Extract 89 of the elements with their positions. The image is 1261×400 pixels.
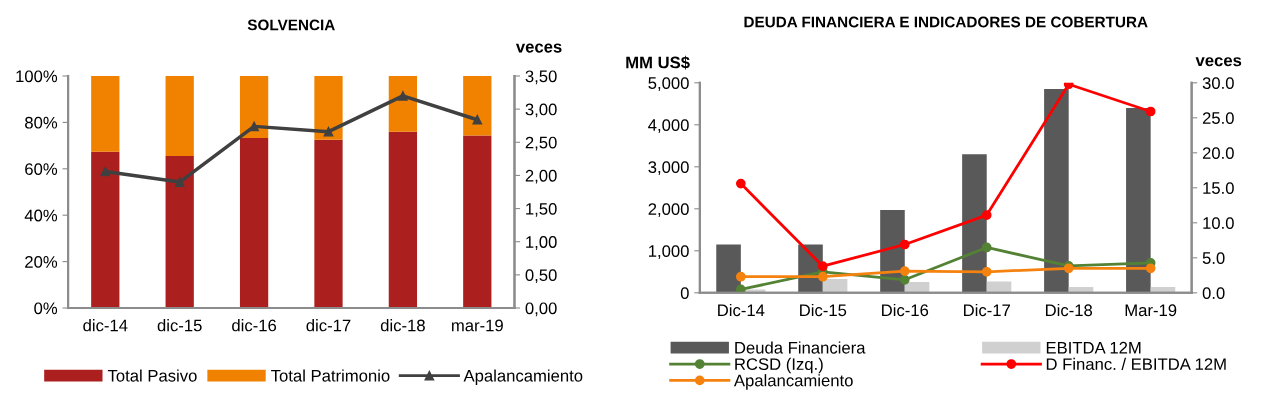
point <box>472 114 483 125</box>
legend-label: Total Pasivo <box>107 369 197 382</box>
bar <box>91 151 120 308</box>
legend-label: Apalancamiento <box>463 369 583 385</box>
bar <box>165 156 194 308</box>
point <box>817 271 828 282</box>
y2-tick-label: 0.0 <box>1202 287 1225 299</box>
bar <box>986 281 1012 293</box>
point <box>100 166 111 177</box>
y2-tick-label: 25.0 <box>1202 112 1234 124</box>
y2-axis-title: veces <box>515 43 562 53</box>
point <box>249 121 259 132</box>
legend-label: Total Patrimonio <box>271 369 390 382</box>
bar <box>463 135 492 308</box>
y2-tick-label: 15.0 <box>1203 182 1234 194</box>
point <box>398 91 408 101</box>
chart-title: DEUDA FINANCIERA E INDICADORES DE COBERTURA <box>744 16 1148 28</box>
y-tick-label: 5,000 <box>648 77 689 91</box>
point <box>1145 106 1156 117</box>
x-tick-label: dic-17 <box>306 319 351 332</box>
point <box>735 284 746 293</box>
x-tick-label: Dic-18 <box>1045 303 1093 317</box>
y2-tick-label: 20.0 <box>1202 147 1234 159</box>
y-tick-label: 40% <box>24 209 58 222</box>
bar <box>1044 89 1069 293</box>
point <box>323 126 334 137</box>
y2-tick-label: 0,00 <box>525 302 557 317</box>
y-tick-label: 2,000 <box>648 203 689 217</box>
y-axis-title: MM US$ <box>626 55 690 70</box>
y2-tick-label: 2,00 <box>525 169 557 184</box>
x-tick-label: Dic-17 <box>964 303 1010 317</box>
x-tick-label: dic-16 <box>232 319 277 332</box>
y-tick-label: 4,000 <box>648 119 689 133</box>
point <box>1063 82 1074 90</box>
point <box>735 178 746 189</box>
legend-label: EBITDA 12M <box>1046 341 1141 354</box>
bar <box>716 244 741 293</box>
y-tick-label: 60% <box>25 163 58 175</box>
point <box>981 210 992 220</box>
bar <box>165 76 194 157</box>
point <box>899 239 910 250</box>
bar <box>463 76 492 136</box>
point <box>735 271 746 282</box>
bar <box>314 139 343 308</box>
y-tick-label: 1,000 <box>649 245 689 259</box>
x-tick-label: Mar-19 <box>1125 304 1177 317</box>
x-tick-label: dic-15 <box>157 319 202 332</box>
x-tick-label: Dic-15 <box>800 303 847 317</box>
y2-tick-label: 0,50 <box>525 269 557 284</box>
point <box>899 274 910 285</box>
y2-tick-label: 3,50 <box>525 70 557 85</box>
x-tick-label: mar-19 <box>452 319 503 332</box>
y-tick-label: 20% <box>25 256 58 268</box>
point <box>981 242 992 253</box>
y2-tick-label: 3,00 <box>525 103 557 118</box>
x-tick-label: Dic-16 <box>882 303 929 317</box>
bar <box>388 76 418 132</box>
y2-tick-label: 1,00 <box>526 236 557 250</box>
y-tick-label: 0% <box>34 302 58 315</box>
legend-label: RCSD (Izq.) <box>735 357 823 374</box>
y-tick-label: 0 <box>680 287 689 299</box>
point <box>981 266 992 277</box>
x-tick-label: dic-18 <box>380 319 425 332</box>
bar <box>314 76 343 140</box>
x-tick-label: Dic-14 <box>718 303 765 317</box>
bar <box>239 137 269 308</box>
legend-label: Deuda Financiera <box>735 341 866 354</box>
y2-tick-label: 1,50 <box>526 202 557 217</box>
chart-title: SOLVENCIA <box>247 19 335 31</box>
bar <box>239 76 269 138</box>
point <box>174 177 185 187</box>
point <box>1145 263 1156 274</box>
legend-label: D Financ. / EBITDA 12M <box>1046 357 1226 371</box>
bar <box>1126 108 1151 293</box>
y2-tick-label: 30.0 <box>1202 77 1234 89</box>
y-tick-label: 3,000 <box>648 161 689 175</box>
y2-tick-label: 5.0 <box>1202 252 1225 264</box>
y-tick-label: 100% <box>16 70 58 83</box>
point <box>899 266 910 276</box>
y2-tick-label: 2,50 <box>525 136 557 151</box>
point <box>817 261 828 272</box>
bar <box>91 76 120 152</box>
y2-tick-label: 10.0 <box>1203 217 1234 229</box>
legend-label: Apalancamiento <box>733 374 853 390</box>
bar <box>388 131 418 308</box>
y-tick-label: 80% <box>25 116 58 129</box>
bar <box>962 154 987 293</box>
x-tick-label: dic-14 <box>83 319 128 332</box>
y2-axis-title: veces <box>1195 57 1242 67</box>
